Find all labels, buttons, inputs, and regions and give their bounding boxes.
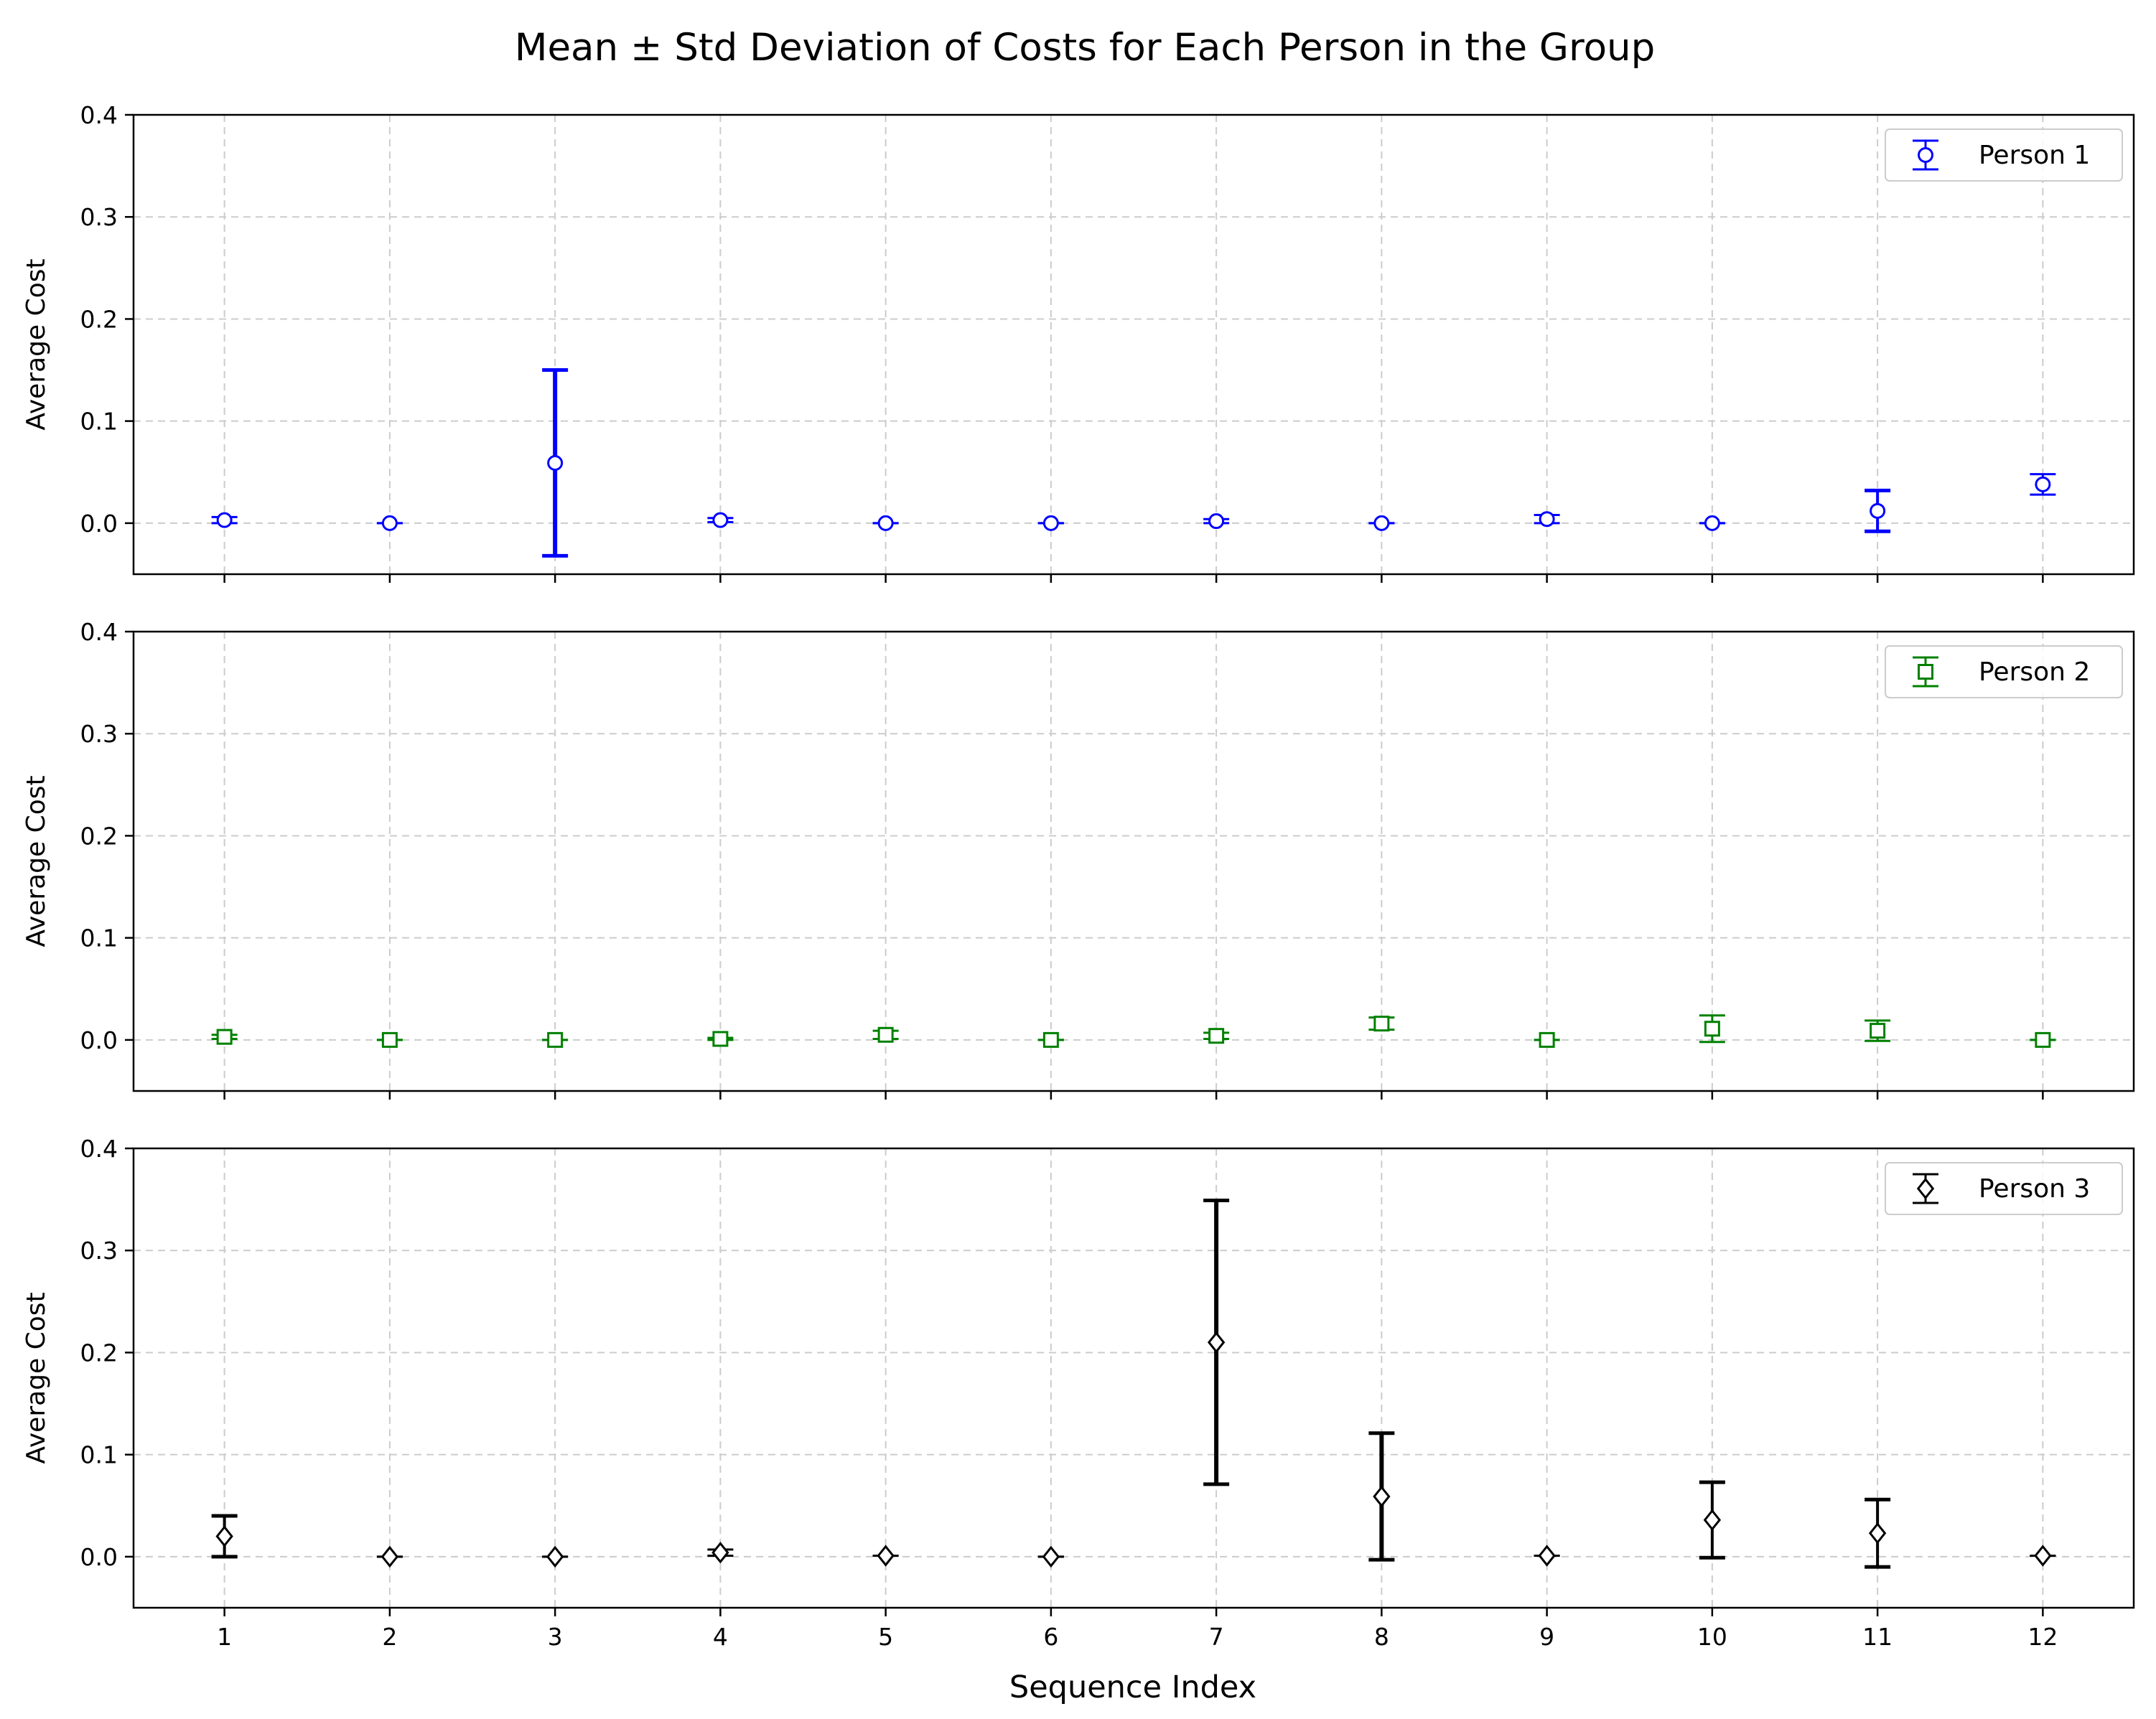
x-tick-label: 7 bbox=[1209, 1623, 1224, 1651]
y-tick-label: 0.4 bbox=[80, 1135, 118, 1163]
data-point bbox=[1538, 1545, 1556, 1567]
x-tick-label: 9 bbox=[1539, 1623, 1554, 1651]
data-point bbox=[712, 512, 729, 528]
y-axis-label: Average Cost bbox=[22, 775, 51, 947]
axes-frame bbox=[132, 1147, 2135, 1609]
x-tick-label: 4 bbox=[713, 1623, 728, 1651]
data-point bbox=[1870, 502, 1886, 519]
data-point bbox=[1373, 1016, 1390, 1032]
legend-marker bbox=[1918, 147, 1933, 163]
data-point bbox=[1042, 515, 1059, 531]
data-point bbox=[1373, 515, 1390, 531]
legend-label: Person 3 bbox=[1979, 1174, 2090, 1204]
y-tick-label: 0.2 bbox=[80, 822, 118, 850]
data-point bbox=[381, 1545, 399, 1568]
x-tick-label: 2 bbox=[382, 1623, 397, 1651]
data-point bbox=[1042, 1545, 1060, 1568]
data-point bbox=[877, 1026, 894, 1043]
panel-1: 0.0 0.1 0.2 0.3 0.4 Average Cost Person 1 bbox=[22, 101, 2135, 583]
data-point bbox=[1208, 1028, 1225, 1044]
data-point bbox=[1539, 511, 1555, 528]
axes-frame bbox=[132, 630, 2135, 1092]
legend: Person 3 bbox=[1885, 1162, 2123, 1215]
legend: Person 1 bbox=[1885, 128, 2123, 182]
chart-title: Mean ± Std Deviation of Costs for Each P… bbox=[515, 26, 1656, 70]
x-tick-label: 1 bbox=[217, 1623, 232, 1651]
y-tick-label: 0.4 bbox=[80, 101, 118, 129]
y-tick-label: 0.0 bbox=[80, 1026, 118, 1054]
data-point bbox=[216, 1029, 233, 1045]
data-point bbox=[1703, 1509, 1722, 1531]
y-tick-label: 0.2 bbox=[80, 1339, 118, 1367]
x-tick-label: 12 bbox=[2027, 1623, 2058, 1651]
y-tick-label: 0.4 bbox=[80, 618, 118, 646]
x-tick-label: 3 bbox=[548, 1623, 563, 1651]
legend-label: Person 1 bbox=[1979, 141, 2090, 170]
data-point bbox=[215, 1525, 233, 1547]
x-tick-label: 6 bbox=[1043, 1623, 1058, 1651]
legend-marker bbox=[1918, 664, 1933, 680]
y-tick-label: 0.1 bbox=[80, 924, 118, 952]
data-point bbox=[381, 515, 398, 531]
data-point bbox=[1870, 1023, 1886, 1039]
legend-box bbox=[1885, 1162, 2123, 1215]
y-tick-label: 0.3 bbox=[80, 1237, 118, 1265]
y-tick-label: 0.0 bbox=[80, 1543, 118, 1571]
y-axis-label: Average Cost bbox=[22, 1292, 51, 1463]
y-tick-label: 0.0 bbox=[80, 510, 118, 538]
data-point bbox=[1704, 515, 1720, 531]
data-point bbox=[546, 1545, 564, 1568]
data-point bbox=[2035, 476, 2051, 492]
data-point bbox=[547, 454, 564, 471]
legend-box bbox=[1885, 645, 2123, 698]
x-tick-label: 10 bbox=[1697, 1623, 1727, 1651]
data-point bbox=[877, 1545, 895, 1567]
y-tick-label: 0.3 bbox=[80, 720, 118, 748]
data-point bbox=[1704, 1021, 1720, 1037]
data-point bbox=[547, 1031, 564, 1048]
y-tick-label: 0.1 bbox=[80, 408, 118, 436]
x-axis-label: Sequence Index bbox=[1009, 1669, 1256, 1705]
y-tick-label: 0.1 bbox=[80, 1441, 118, 1469]
data-point bbox=[1042, 1031, 1059, 1048]
legend-box bbox=[1885, 128, 2123, 182]
legend: Person 2 bbox=[1885, 645, 2123, 698]
data-point bbox=[381, 1031, 398, 1048]
data-point bbox=[712, 1031, 729, 1047]
data-point bbox=[1868, 1522, 1887, 1545]
data-point bbox=[711, 1541, 729, 1564]
x-tick-label: 5 bbox=[878, 1623, 893, 1651]
data-point bbox=[1208, 513, 1225, 530]
data-point bbox=[2035, 1031, 2051, 1048]
y-tick-label: 0.2 bbox=[80, 305, 118, 333]
legend-marker bbox=[1916, 1177, 1935, 1200]
x-tick-label: 11 bbox=[1862, 1623, 1893, 1651]
x-tick-label: 8 bbox=[1374, 1623, 1389, 1651]
y-tick-label: 0.3 bbox=[80, 203, 118, 231]
axes-frame bbox=[132, 113, 2135, 576]
data-point bbox=[1207, 1331, 1226, 1354]
data-point bbox=[216, 512, 233, 528]
data-point bbox=[1373, 1485, 1391, 1508]
panel-2: 0.0 0.1 0.2 0.3 0.4 Average Cost Person 2 bbox=[22, 618, 2135, 1100]
data-point bbox=[877, 515, 894, 531]
y-axis-label: Average Cost bbox=[22, 258, 51, 430]
data-point bbox=[2034, 1545, 2052, 1567]
data-point bbox=[1539, 1031, 1555, 1048]
legend-label: Person 2 bbox=[1979, 657, 2090, 687]
